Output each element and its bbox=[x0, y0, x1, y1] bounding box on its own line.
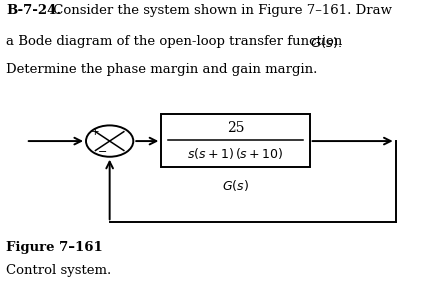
Text: Consider the system shown in Figure 7–161. Draw: Consider the system shown in Figure 7–16… bbox=[49, 4, 393, 17]
Text: $G(s)$: $G(s)$ bbox=[222, 178, 249, 193]
Text: −: − bbox=[98, 147, 108, 157]
Text: Control system.: Control system. bbox=[6, 264, 112, 277]
Text: $s(s+1)\,(s+10)$: $s(s+1)\,(s+10)$ bbox=[187, 146, 284, 161]
Text: $G(s).$: $G(s).$ bbox=[310, 35, 342, 50]
Text: a Bode diagram of the open-loop transfer function: a Bode diagram of the open-loop transfer… bbox=[6, 35, 347, 48]
Text: 25: 25 bbox=[227, 121, 244, 135]
Text: Determine the phase margin and gain margin.: Determine the phase margin and gain marg… bbox=[6, 63, 318, 76]
Text: Figure 7–161: Figure 7–161 bbox=[6, 241, 103, 254]
FancyBboxPatch shape bbox=[161, 114, 310, 167]
Text: B-7-24.: B-7-24. bbox=[6, 4, 61, 17]
Text: +: + bbox=[91, 127, 99, 137]
